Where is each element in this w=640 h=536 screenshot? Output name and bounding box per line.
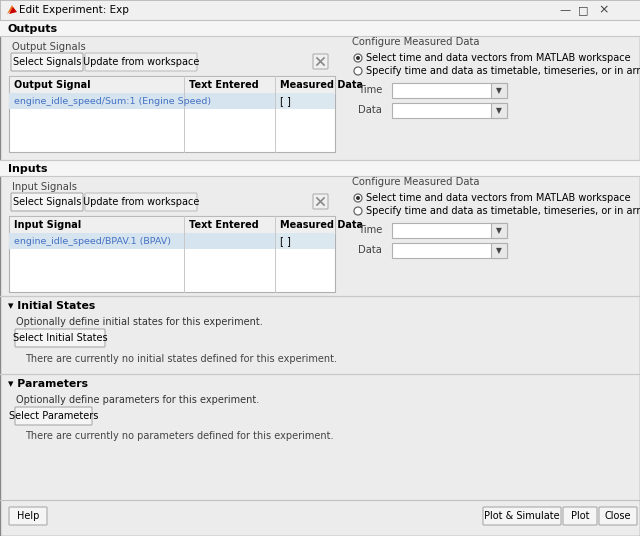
FancyBboxPatch shape — [15, 407, 92, 425]
Text: Select Signals: Select Signals — [13, 197, 81, 207]
Text: ▾ Parameters: ▾ Parameters — [8, 379, 88, 389]
Circle shape — [354, 194, 362, 202]
Bar — [491, 83, 507, 98]
Bar — [0, 0, 640, 20]
Text: Update from workspace: Update from workspace — [83, 57, 199, 67]
Text: There are currently no initial states defined for this experiment.: There are currently no initial states de… — [25, 354, 337, 364]
Text: Help: Help — [17, 511, 39, 521]
Text: Select time and data vectors from MATLAB workspace: Select time and data vectors from MATLAB… — [366, 53, 630, 63]
Bar — [392, 223, 507, 238]
Bar — [491, 243, 507, 258]
Bar — [9, 76, 335, 152]
FancyBboxPatch shape — [85, 53, 197, 71]
Text: ×: × — [599, 4, 609, 17]
Text: engine_idle_speed/Sum:1 (Engine Speed): engine_idle_speed/Sum:1 (Engine Speed) — [14, 96, 211, 106]
Text: Configure Measured Data: Configure Measured Data — [352, 37, 479, 47]
Text: Select Initial States: Select Initial States — [13, 333, 108, 343]
Bar — [9, 93, 335, 109]
Text: ▼: ▼ — [496, 246, 502, 255]
Text: Select Signals: Select Signals — [13, 57, 81, 67]
Text: ▾ Initial States: ▾ Initial States — [8, 301, 95, 311]
Circle shape — [354, 207, 362, 215]
Circle shape — [354, 54, 362, 62]
Text: Plot: Plot — [571, 511, 589, 521]
Text: Edit Experiment: Exp: Edit Experiment: Exp — [19, 5, 129, 15]
Bar — [0, 160, 640, 176]
Text: Time: Time — [358, 85, 382, 95]
Text: ▼: ▼ — [496, 226, 502, 235]
Text: ▼: ▼ — [496, 86, 502, 95]
FancyBboxPatch shape — [11, 193, 83, 211]
Text: Output Signals: Output Signals — [12, 42, 86, 52]
Text: [ ]: [ ] — [280, 96, 291, 106]
Text: Close: Close — [605, 511, 631, 521]
FancyBboxPatch shape — [599, 507, 637, 525]
Text: Update from workspace: Update from workspace — [83, 197, 199, 207]
Text: Time: Time — [358, 225, 382, 235]
Text: Data: Data — [358, 245, 382, 255]
Circle shape — [354, 67, 362, 75]
FancyBboxPatch shape — [15, 329, 105, 347]
Text: —: — — [559, 5, 571, 15]
Bar — [392, 83, 507, 98]
Text: Measured Data: Measured Data — [280, 79, 363, 90]
Bar — [0, 20, 640, 36]
Text: Plot & Simulate: Plot & Simulate — [484, 511, 560, 521]
Bar — [491, 103, 507, 118]
Text: Text Entered: Text Entered — [189, 79, 259, 90]
FancyBboxPatch shape — [85, 193, 197, 211]
Polygon shape — [7, 5, 17, 14]
FancyBboxPatch shape — [313, 194, 328, 209]
Bar — [597, 3, 611, 17]
Bar — [576, 3, 590, 17]
FancyBboxPatch shape — [9, 507, 47, 525]
Text: Text Entered: Text Entered — [189, 220, 259, 229]
Bar — [9, 216, 335, 233]
Text: Select time and data vectors from MATLAB workspace: Select time and data vectors from MATLAB… — [366, 193, 630, 203]
FancyBboxPatch shape — [483, 507, 561, 525]
Bar — [9, 216, 335, 292]
Text: Data: Data — [358, 105, 382, 115]
FancyBboxPatch shape — [563, 507, 597, 525]
Text: Specify time and data as timetable, timeseries, or in array notation: Specify time and data as timetable, time… — [366, 66, 640, 76]
Text: Input Signals: Input Signals — [12, 182, 77, 192]
Circle shape — [356, 196, 360, 200]
Bar — [275, 93, 335, 109]
Text: [ ]: [ ] — [280, 236, 291, 246]
Text: Select Parameters: Select Parameters — [9, 411, 98, 421]
Polygon shape — [9, 7, 17, 14]
Bar — [9, 233, 335, 249]
Text: Output Signal: Output Signal — [14, 79, 91, 90]
Bar — [392, 103, 507, 118]
Text: engine_idle_speed/BPAV.1 (BPAV): engine_idle_speed/BPAV.1 (BPAV) — [14, 236, 171, 245]
Text: Inputs: Inputs — [8, 164, 47, 174]
Circle shape — [356, 56, 360, 60]
Text: Configure Measured Data: Configure Measured Data — [352, 177, 479, 187]
Text: Measured Data: Measured Data — [280, 220, 363, 229]
Text: ▼: ▼ — [496, 106, 502, 115]
Bar — [9, 76, 335, 93]
Text: Optionally define initial states for this experiment.: Optionally define initial states for thi… — [16, 317, 263, 327]
Text: Specify time and data as timetable, timeseries, or in array notation: Specify time and data as timetable, time… — [366, 206, 640, 216]
Text: Input Signal: Input Signal — [14, 220, 81, 229]
Bar — [491, 223, 507, 238]
Text: There are currently no parameters defined for this experiment.: There are currently no parameters define… — [25, 431, 333, 441]
FancyBboxPatch shape — [11, 53, 83, 71]
Bar — [392, 243, 507, 258]
Text: Optionally define parameters for this experiment.: Optionally define parameters for this ex… — [16, 395, 259, 405]
Bar — [275, 233, 335, 249]
FancyBboxPatch shape — [313, 54, 328, 69]
Text: Outputs: Outputs — [8, 24, 58, 34]
Text: □: □ — [578, 5, 588, 15]
